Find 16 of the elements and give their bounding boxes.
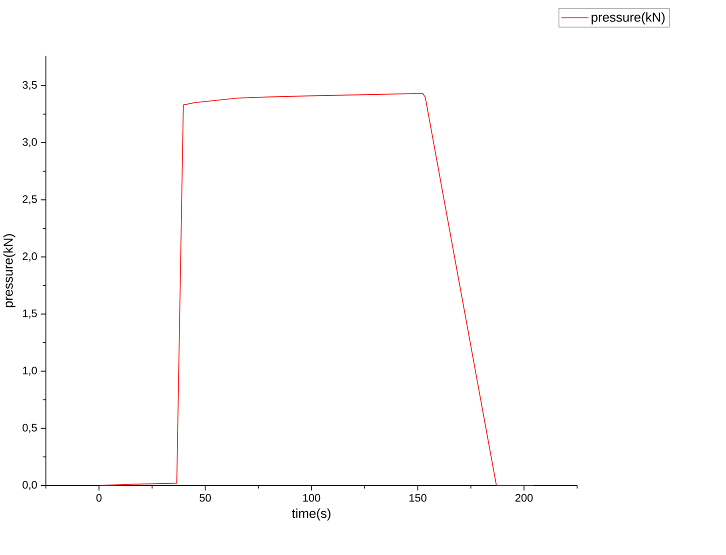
y-tick-label: 2,0 — [22, 252, 37, 262]
y-tick-label: 1,5 — [22, 310, 37, 318]
y-axis-title: pressure(kN) — [3, 234, 16, 308]
x-tick-label: 50 — [200, 494, 211, 502]
y-tick-label: 0,0 — [22, 480, 37, 490]
x-tick-label: 100 — [303, 494, 320, 502]
x-axis-title: time(s) — [292, 508, 330, 520]
y-tick-label: 3,0 — [22, 138, 37, 148]
y-tick-label: 0,5 — [22, 424, 37, 433]
legend-label: pressure(kN) — [592, 12, 665, 24]
y-tick-label: 3,5 — [22, 80, 37, 90]
x-tick-label: 0 — [96, 494, 102, 502]
x-tick-label: 200 — [515, 494, 533, 502]
y-tick-label: 2,5 — [22, 195, 37, 204]
x-tick-label: 150 — [409, 494, 426, 502]
y-tick-label: 1,0 — [22, 366, 37, 376]
